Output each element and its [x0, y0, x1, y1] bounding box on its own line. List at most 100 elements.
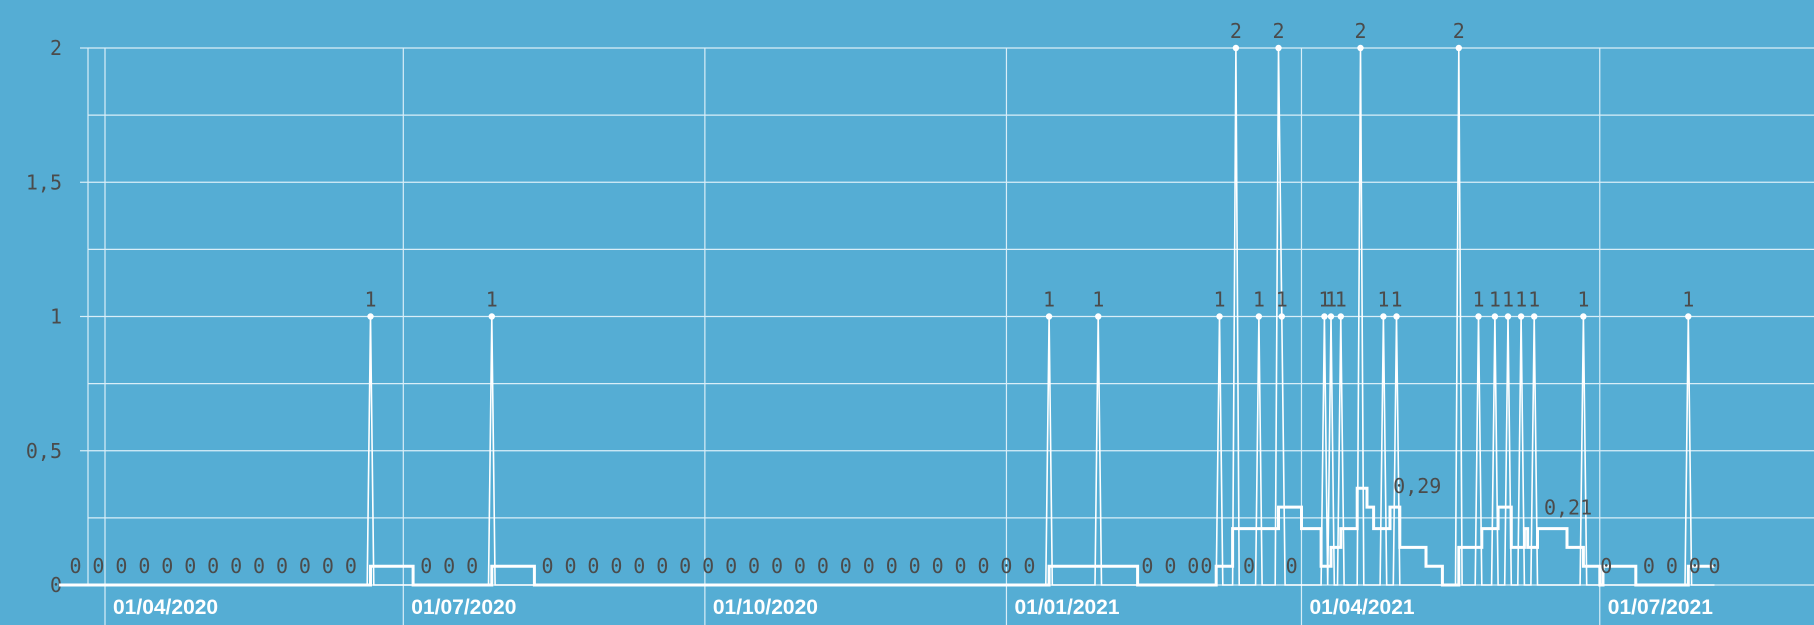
data-label-zero: 0: [817, 554, 829, 578]
x-tick-label: 01/07/2021: [1608, 596, 1713, 619]
data-label-zero: 0: [253, 554, 265, 578]
data-label-zero: 0: [184, 554, 196, 578]
data-label-zero: 0: [115, 554, 127, 578]
data-point: [1685, 313, 1692, 320]
data-label: 1: [1528, 288, 1540, 312]
data-point: [1580, 313, 1587, 320]
data-point: [1255, 313, 1263, 320]
data-label-zero: 0: [420, 554, 432, 578]
data-label: 1: [1502, 288, 1514, 312]
data-point: [1232, 44, 1240, 52]
data-label: 0,21: [1544, 496, 1592, 520]
data-label: 1: [1682, 288, 1694, 312]
y-tick-label: 0,5: [26, 439, 62, 463]
data-label: 1: [1489, 288, 1501, 312]
data-point: [1357, 44, 1364, 52]
data-label-zero: 0: [564, 554, 576, 578]
data-label-zero: 0: [679, 554, 691, 578]
data-point: [1321, 313, 1328, 320]
data-label: 1: [1213, 288, 1225, 312]
data-label-zero: 0: [633, 554, 645, 578]
data-label-zero: 0: [1243, 554, 1255, 578]
data-label-zero: 0: [702, 554, 714, 578]
data-label-zero: 0: [345, 554, 357, 578]
data-label-zero: 0: [656, 554, 668, 578]
data-label: 1: [1335, 288, 1347, 312]
data-point: [1095, 313, 1102, 320]
data-point: [1216, 313, 1223, 320]
data-label-zero: 0: [69, 554, 81, 578]
data-point: [488, 313, 496, 320]
y-tick-label: 2: [50, 36, 62, 60]
data-label: 2: [1230, 19, 1242, 43]
data-label: 2: [1273, 19, 1285, 43]
data-label: 1: [364, 288, 376, 312]
data-point: [1278, 313, 1286, 320]
data-label-zero: 0: [92, 554, 104, 578]
data-point: [1491, 313, 1499, 320]
data-label-zero: 0: [771, 554, 783, 578]
x-tick-label: 01/10/2020: [713, 596, 818, 619]
x-tick-label: 01/07/2020: [411, 596, 516, 619]
data-point: [1455, 44, 1463, 52]
data-point: [367, 313, 374, 320]
data-label: 1: [1391, 288, 1403, 312]
data-label: 1: [1515, 288, 1527, 312]
data-label: 2: [1453, 19, 1465, 43]
data-label-zero: 0: [863, 554, 875, 578]
data-label: 1: [1472, 288, 1484, 312]
data-label: 1: [1325, 288, 1337, 312]
data-label-zero: 0: [138, 554, 150, 578]
x-tick-label: 01/01/2021: [1014, 596, 1119, 619]
data-label-zero: 0: [1187, 554, 1199, 578]
data-label-zero: 0: [1286, 554, 1298, 578]
data-label-zero: 0: [977, 554, 989, 578]
data-label-zero: 0: [542, 554, 554, 578]
data-label-zero: 0: [1164, 554, 1176, 578]
data-point: [1337, 313, 1345, 320]
data-label-zero: 0: [1689, 554, 1701, 578]
data-label-zero: 0: [1708, 554, 1720, 578]
data-label-zero: 0: [610, 554, 622, 578]
data-point: [1531, 313, 1538, 320]
x-tick-label: 01/04/2021: [1309, 596, 1414, 619]
data-label-zero: 0: [322, 554, 334, 578]
x-tick-label: 01/04/2020: [113, 596, 218, 619]
data-label-zero: 0: [1141, 554, 1153, 578]
data-label-zero: 0: [207, 554, 219, 578]
data-label: 0,29: [1393, 474, 1441, 498]
data-point: [1380, 313, 1387, 320]
data-point: [1327, 313, 1335, 320]
series-line-average: [59, 486, 1715, 587]
data-label-zero: 0: [794, 554, 806, 578]
y-tick-label: 1,5: [26, 170, 62, 194]
data-label-zero: 0: [587, 554, 599, 578]
data-label-zero: 0: [1643, 554, 1655, 578]
data-label: 2: [1354, 19, 1366, 43]
data-label-zero: 0: [932, 554, 944, 578]
data-label: 1: [1276, 288, 1288, 312]
data-label-zero: 0: [840, 554, 852, 578]
y-tick-label: 1: [50, 305, 62, 329]
data-label: 1: [1253, 288, 1265, 312]
data-point: [1393, 313, 1400, 320]
data-label: 1: [1377, 288, 1389, 312]
data-label-zero: 0: [1666, 554, 1678, 578]
data-label-zero: 0: [886, 554, 898, 578]
data-label-zero: 0: [1200, 554, 1212, 578]
data-label-zero: 0: [466, 554, 478, 578]
data-label-zero: 0: [299, 554, 311, 578]
data-label-zero: 0: [955, 554, 967, 578]
data-label-zero: 0: [725, 554, 737, 578]
data-label-zero: 0: [909, 554, 921, 578]
data-label-zero: 0: [1000, 554, 1012, 578]
data-point: [1275, 44, 1282, 52]
data-label-zero: 0: [276, 554, 288, 578]
data-point: [1504, 313, 1512, 320]
data-label-zero: 0: [443, 554, 455, 578]
data-label: 1: [1318, 288, 1330, 312]
data-label-zero: 0: [1023, 554, 1035, 578]
data-point: [1475, 313, 1482, 320]
